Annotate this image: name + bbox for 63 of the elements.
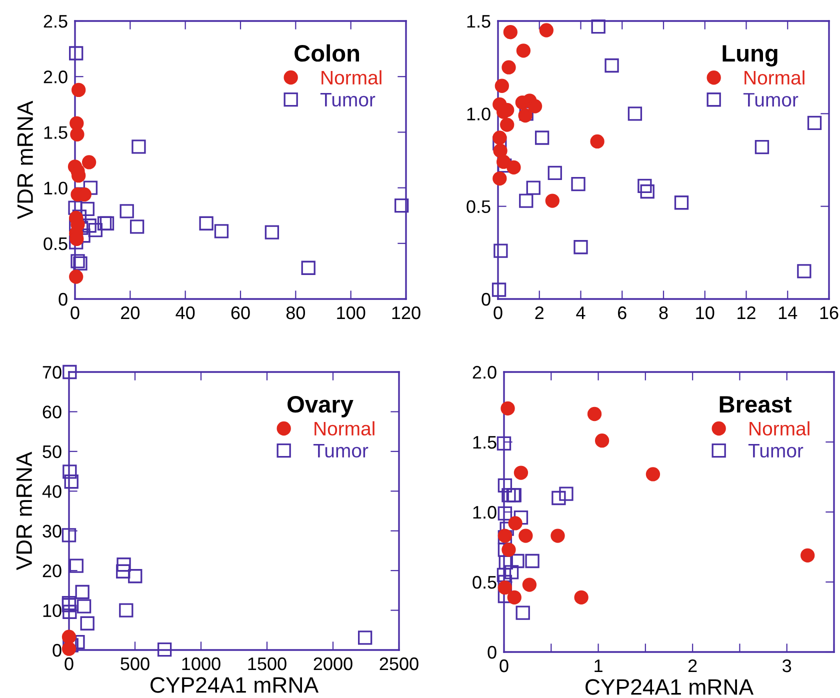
x-tick-label: 14 xyxy=(778,306,798,320)
legend-label: Normal xyxy=(744,70,804,85)
y-tick-label: 0 xyxy=(488,646,496,659)
y-tick-label: 0.5 xyxy=(44,237,68,250)
x-tick-label: 100 xyxy=(337,306,366,320)
y-tick-label: 60 xyxy=(42,406,62,418)
y-tick-label: 2.0 xyxy=(44,70,68,84)
legend-label: Normal xyxy=(314,421,374,436)
y-tick-label: 20 xyxy=(42,564,62,578)
y-tick-label: 0 xyxy=(482,292,490,306)
x-tick-label: 12 xyxy=(738,306,756,320)
x-tick-label: 2500 xyxy=(380,657,418,670)
legend-title: Ovary xyxy=(288,396,354,418)
y-tick-label: 1.5 xyxy=(467,15,490,28)
x-tick-label: 20 xyxy=(121,306,140,320)
x-tick-label: 60 xyxy=(231,306,250,320)
x-tick-label: 1500 xyxy=(248,657,286,670)
legend-label: Normal xyxy=(750,421,810,436)
y-tick-label: 2.0 xyxy=(472,366,496,379)
legend-label: Tumor xyxy=(313,444,368,458)
y-tick-label: 40 xyxy=(42,485,62,498)
y-tick-label: 50 xyxy=(42,445,62,458)
x-tick-label: 120 xyxy=(392,306,420,320)
y-tick-label: 70 xyxy=(42,366,62,379)
x-tick-label: 1 xyxy=(594,660,602,672)
y-tick-label: 1.0 xyxy=(467,108,490,120)
legend-title: Colon xyxy=(294,44,360,62)
legend-label: Tumor xyxy=(743,93,798,107)
legend-title: Breast xyxy=(720,396,792,413)
y-tick-label: 0.5 xyxy=(466,200,490,214)
x-tick-label: 2 xyxy=(535,306,544,320)
x-tick-label: 6 xyxy=(618,306,626,320)
y-tick-label: 2.5 xyxy=(44,14,68,28)
y-tick-label: 0 xyxy=(58,292,68,306)
y-tick-label: 30 xyxy=(42,524,62,538)
y-tick-label: 1.5 xyxy=(44,126,68,139)
x-axis-title: CYP24A1 mRNA xyxy=(150,677,319,693)
y-tick-label: 1.0 xyxy=(473,506,496,519)
x-tick-label: 2 xyxy=(688,659,697,672)
x-tick-label: 8 xyxy=(659,306,668,320)
legend-label: Tumor xyxy=(320,92,376,107)
x-tick-label: 10 xyxy=(696,306,714,320)
x-tick-label: 0 xyxy=(70,306,80,320)
x-tick-label: 3 xyxy=(782,659,792,672)
legend-label: Normal xyxy=(322,70,382,85)
legend-title: Lung xyxy=(722,45,778,66)
y-tick-label: 1.5 xyxy=(473,436,496,449)
y-axis-title: VDR mRNA xyxy=(18,100,33,220)
y-tick-label: 0.5 xyxy=(472,576,496,589)
x-tick-label: 1000 xyxy=(182,657,220,670)
x-tick-label: 2000 xyxy=(314,657,352,670)
y-tick-label: 0 xyxy=(52,644,62,657)
y-axis-title: VDR mRNA xyxy=(16,452,32,570)
x-tick-label: 4 xyxy=(576,306,586,320)
legend-label: Tumor xyxy=(748,444,804,458)
y-tick-label: 10 xyxy=(43,604,62,618)
y-tick-label: 1.0 xyxy=(44,182,68,195)
x-tick-label: 0 xyxy=(500,659,508,672)
x-tick-label: 40 xyxy=(176,306,195,320)
x-tick-label: 80 xyxy=(286,306,306,320)
x-tick-label: 16 xyxy=(820,306,838,320)
x-tick-label: 500 xyxy=(120,657,150,670)
x-axis-title: CYP24A1 mRNA xyxy=(586,679,754,695)
